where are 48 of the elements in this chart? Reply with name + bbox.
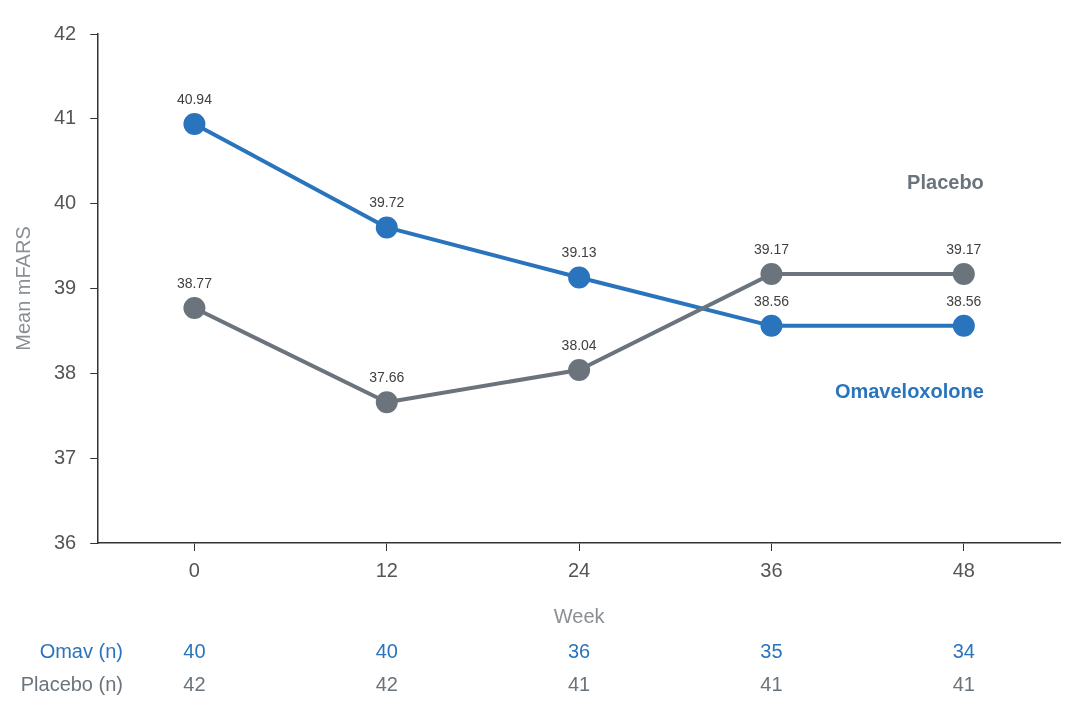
y-tick-label: 39 [54,276,77,299]
data-label: 38.77 [176,275,213,292]
x-tick-label: 36 [760,558,783,581]
text: 42 [374,673,399,696]
text: 42 [182,673,207,696]
data-label: 39.17 [753,241,790,258]
x-tick-label: 24 [568,558,591,581]
point [183,112,206,135]
point [952,263,975,286]
text: Omav (n) [39,640,123,663]
y-tick-label: 36 [54,530,77,553]
text: 41 [759,673,784,696]
x-tick-label: 0 [188,558,200,581]
data-label: 40.94 [176,90,213,107]
data-label: 39.72 [369,194,405,211]
y-tick-label: 40 [54,191,77,214]
text: Placebo [907,171,984,194]
data-label: 39.13 [561,244,597,261]
text: 40 [182,640,207,663]
text: Omaveloxolone [834,379,984,402]
text: Placebo (n) [20,673,123,696]
point [760,314,783,337]
point [375,391,398,414]
point [568,358,591,381]
data-label: 38.56 [946,292,982,309]
data-label: 38.04 [561,336,597,353]
text: 34 [951,640,976,663]
point [183,297,206,320]
point [375,216,398,239]
data-label: 38.56 [753,292,790,309]
x-tick-label: 12 [375,558,398,581]
text: 40 [374,640,399,663]
y-tick-label: 38 [54,360,77,383]
data-label: 37.66 [369,369,405,386]
text: 41 [567,673,592,696]
point [952,314,975,337]
x-axis-title: Week [553,604,606,627]
y-tick-label: 41 [54,106,77,129]
point [760,263,783,286]
y-axis-title: Mean mFARS [11,226,34,351]
x-tick-label: 48 [952,558,975,581]
text: 41 [951,673,976,696]
y-tick-label: 37 [54,445,77,468]
text: 36 [567,640,592,663]
point [568,266,591,289]
y-tick-label: 42 [54,21,77,44]
text: 35 [759,640,784,663]
data-label: 39.17 [946,241,982,258]
